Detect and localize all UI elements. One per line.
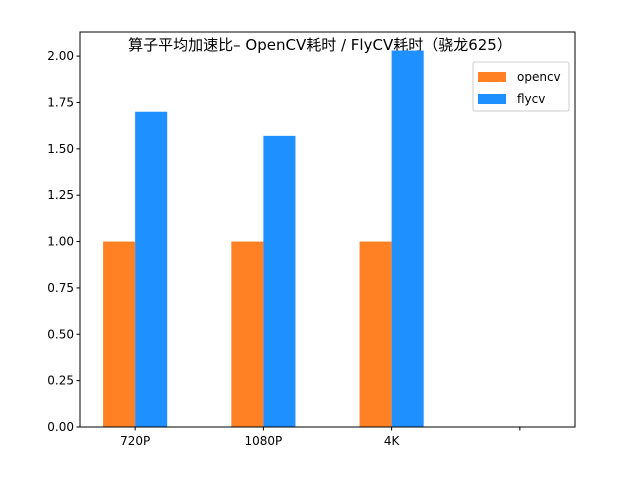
- legend: opencv flycv: [472, 61, 570, 112]
- bar-opencv: [359, 241, 392, 427]
- bar-opencv: [103, 241, 136, 427]
- axes-frame: [79, 31, 576, 428]
- y-tick-label: 1.25: [47, 188, 74, 202]
- x-tick-label: 1080P: [244, 434, 282, 448]
- legend-label-flycv: flycv: [517, 92, 545, 106]
- x-tick-label: 720P: [120, 434, 150, 448]
- bar-flycv: [391, 50, 424, 427]
- y-tick-label: 0.50: [47, 327, 74, 341]
- legend-swatch-flycv: [478, 94, 506, 104]
- x-tick-label: 4K: [384, 434, 401, 448]
- y-tick-label: 2.00: [47, 49, 74, 63]
- legend-swatch-opencv: [478, 72, 506, 82]
- bar-flycv: [263, 135, 296, 427]
- y-tick-label: 1.50: [47, 142, 74, 156]
- legend-label-opencv: opencv: [517, 70, 561, 84]
- y-tick-label: 1.75: [47, 95, 74, 109]
- bar-opencv: [231, 241, 264, 427]
- chart-title: 算子平均加速比– OpenCV耗时 / FlyCV耗时（骁龙625）: [128, 36, 512, 54]
- y-tick-label: 0.75: [47, 281, 74, 295]
- bar-flycv: [135, 111, 168, 427]
- y-tick-label: 1.00: [47, 235, 74, 249]
- y-tick-label: 0.00: [47, 420, 74, 434]
- y-tick-label: 0.25: [47, 374, 74, 388]
